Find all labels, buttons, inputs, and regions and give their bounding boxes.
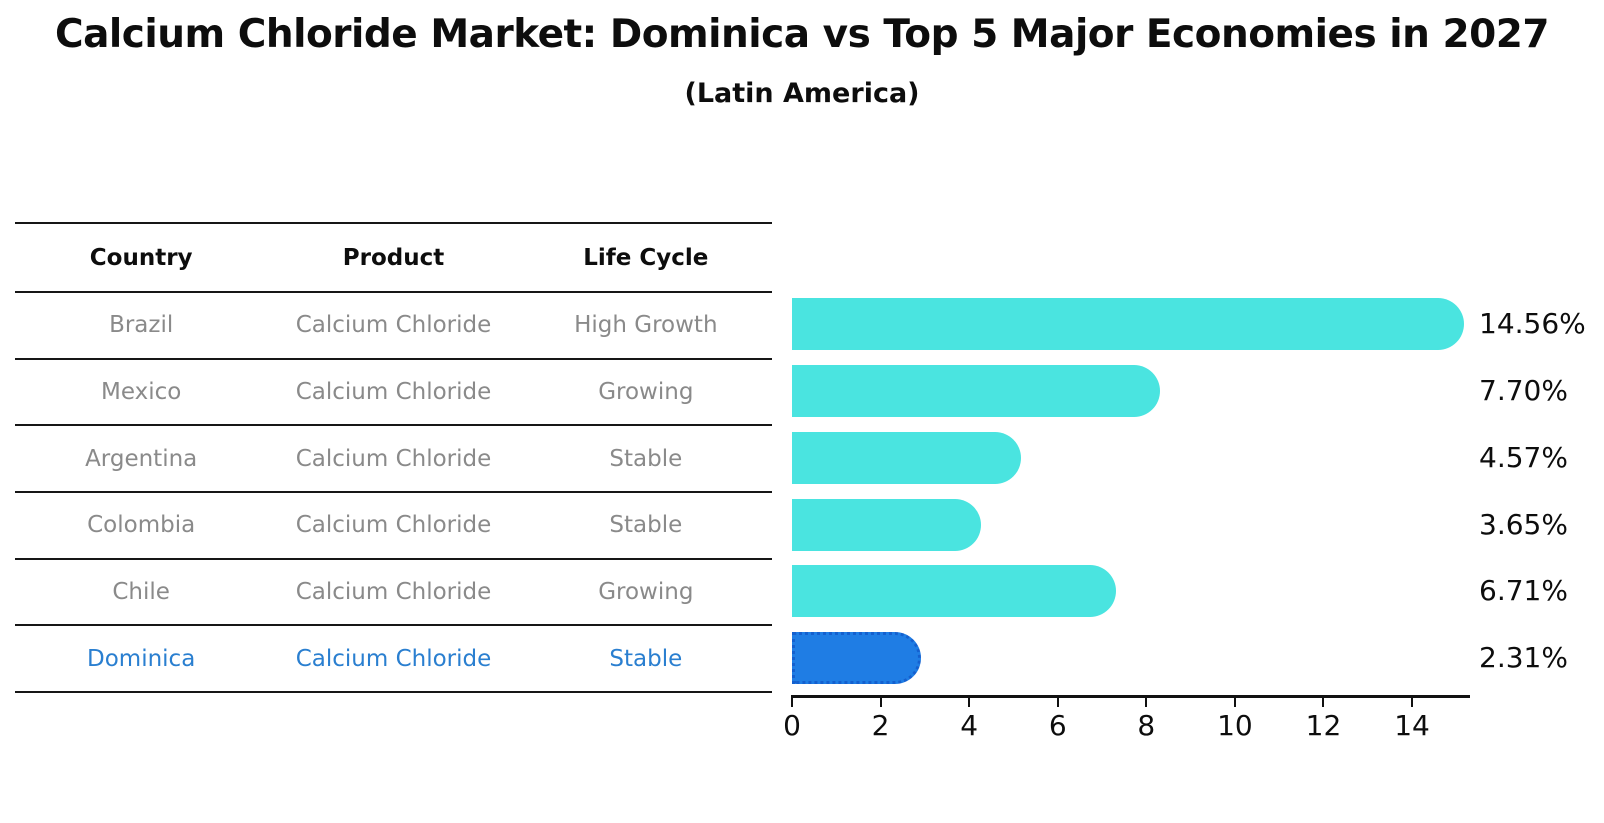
- value-label-chile: 6.71%: [1479, 574, 1568, 608]
- column-header-life-cycle: Life Cycle: [583, 244, 709, 271]
- bar-dominica: [792, 631, 922, 684]
- table-row-colombia: Colombia Calcium Chloride Stable: [15, 493, 772, 560]
- value-label-colombia: 3.65%: [1479, 507, 1568, 541]
- table-cell-product: Calcium Chloride: [295, 512, 492, 539]
- bar-colombia: [792, 498, 981, 551]
- table-cell-country: Chile: [112, 579, 170, 606]
- x-tick-label: 2: [871, 709, 890, 742]
- bar-mexico: [792, 365, 1161, 418]
- value-label-argentina: 4.57%: [1479, 440, 1568, 474]
- table-cell-product: Calcium Chloride: [295, 579, 492, 606]
- x-tick-label: 10: [1217, 709, 1253, 742]
- table-header-row: Country Product Life Cycle: [15, 224, 772, 293]
- x-tick-label: 8: [1137, 709, 1156, 742]
- table-cell-life-cycle: Growing: [598, 579, 694, 606]
- x-axis-line: [792, 695, 1470, 698]
- table-cell-life-cycle: Growing: [598, 379, 694, 406]
- chart-subtitle: (Latin America): [684, 78, 920, 109]
- x-tick-label: 14: [1394, 709, 1430, 742]
- column-header-country: Country: [89, 244, 193, 271]
- table-cell-country: Argentina: [85, 445, 198, 472]
- table-row-brazil: Brazil Calcium Chloride High Growth: [15, 293, 772, 360]
- table-row-chile: Chile Calcium Chloride Growing: [15, 560, 772, 627]
- column-header-product: Product: [342, 244, 445, 271]
- x-tick-mark: [1145, 695, 1148, 707]
- bar-brazil: [792, 298, 1464, 351]
- value-label-brazil: 14.56%: [1479, 307, 1586, 341]
- x-tick-mark: [791, 695, 793, 707]
- x-tick-mark: [1233, 695, 1236, 707]
- table-cell-life-cycle: High Growth: [574, 312, 718, 339]
- table-cell-country: Colombia: [87, 512, 196, 539]
- x-tick-mark: [1411, 695, 1414, 707]
- country-table: Country Product Life Cycle Brazil Calcium…: [15, 222, 772, 694]
- table-row-mexico: Mexico Calcium Chloride Growing: [15, 360, 772, 427]
- x-tick-mark: [1322, 695, 1325, 707]
- table-row-dominica: Dominica Calcium Chloride Stable: [15, 626, 772, 694]
- table-cell-country: Mexico: [101, 379, 182, 406]
- table-row-argentina: Argentina Calcium Chloride Stable: [15, 426, 772, 494]
- table-cell-life-cycle: Stable: [609, 512, 683, 539]
- table-cell-life-cycle: Stable: [609, 645, 683, 672]
- value-label-mexico: 7.70%: [1479, 374, 1568, 408]
- x-tick-mark: [968, 695, 971, 707]
- x-tick-label: 6: [1048, 709, 1067, 742]
- table-cell-product: Calcium Chloride: [295, 645, 492, 672]
- bar-argentina: [792, 431, 1022, 484]
- table-body: Brazil Calcium Chloride High Growth Mexico C…: [15, 293, 772, 694]
- x-tick-label: 0: [783, 709, 801, 742]
- table-cell-country: Brazil: [109, 312, 174, 339]
- table-cell-product: Calcium Chloride: [295, 379, 492, 406]
- chart-title: Calcium Chloride Market: Dominica vs Top…: [54, 12, 1550, 57]
- x-tick-mark: [1056, 695, 1059, 707]
- table-cell-life-cycle: Stable: [609, 445, 683, 472]
- table-cell-product: Calcium Chloride: [295, 445, 492, 472]
- x-tick-label: 4: [960, 709, 979, 742]
- bar-chile: [792, 565, 1117, 618]
- x-tick-mark: [879, 695, 882, 707]
- table-cell-product: Calcium Chloride: [295, 312, 492, 339]
- value-label-dominica: 2.31%: [1479, 640, 1568, 674]
- x-tick-label: 12: [1305, 709, 1342, 742]
- table-cell-country: Dominica: [87, 645, 196, 672]
